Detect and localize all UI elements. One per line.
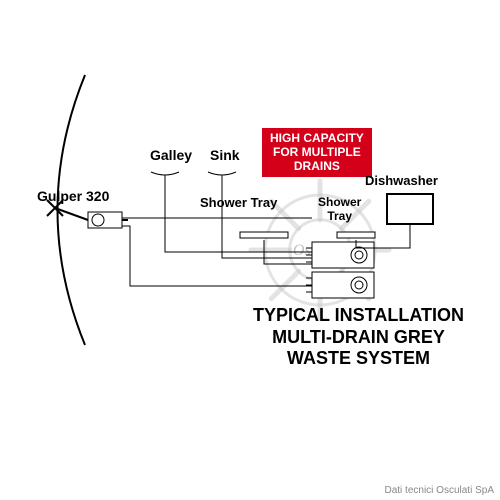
title-line3: WASTE SYSTEM — [287, 348, 430, 368]
label-gulper: Gulper 320 — [37, 188, 109, 204]
label-dishwasher: Dishwasher — [365, 173, 438, 188]
title-line2: MULTI-DRAIN GREY — [272, 327, 445, 347]
high-capacity-callout: HIGH CAPACITY FOR MULTIPLE DRAINS — [262, 128, 372, 177]
callout-line1: HIGH CAPACITY — [270, 131, 364, 145]
label-shower1: Shower Tray — [200, 195, 277, 210]
system-title: TYPICAL INSTALLATION MULTI-DRAIN GREY WA… — [253, 305, 464, 370]
callout-line3: DRAINS — [294, 159, 340, 173]
diagram-svg: Osculati — [0, 0, 500, 500]
footer-credit: Dati tecnici Osculati SpA — [385, 485, 495, 496]
label-shower2: Shower Tray — [318, 195, 361, 223]
diagram-stage: Osculati HIGH CAPACITY FOR MULTIPLE DRAI… — [0, 0, 500, 500]
label-galley: Galley — [150, 147, 192, 163]
label-sink: Sink — [210, 147, 240, 163]
title-line1: TYPICAL INSTALLATION — [253, 305, 464, 325]
callout-line2: FOR MULTIPLE — [273, 145, 361, 159]
